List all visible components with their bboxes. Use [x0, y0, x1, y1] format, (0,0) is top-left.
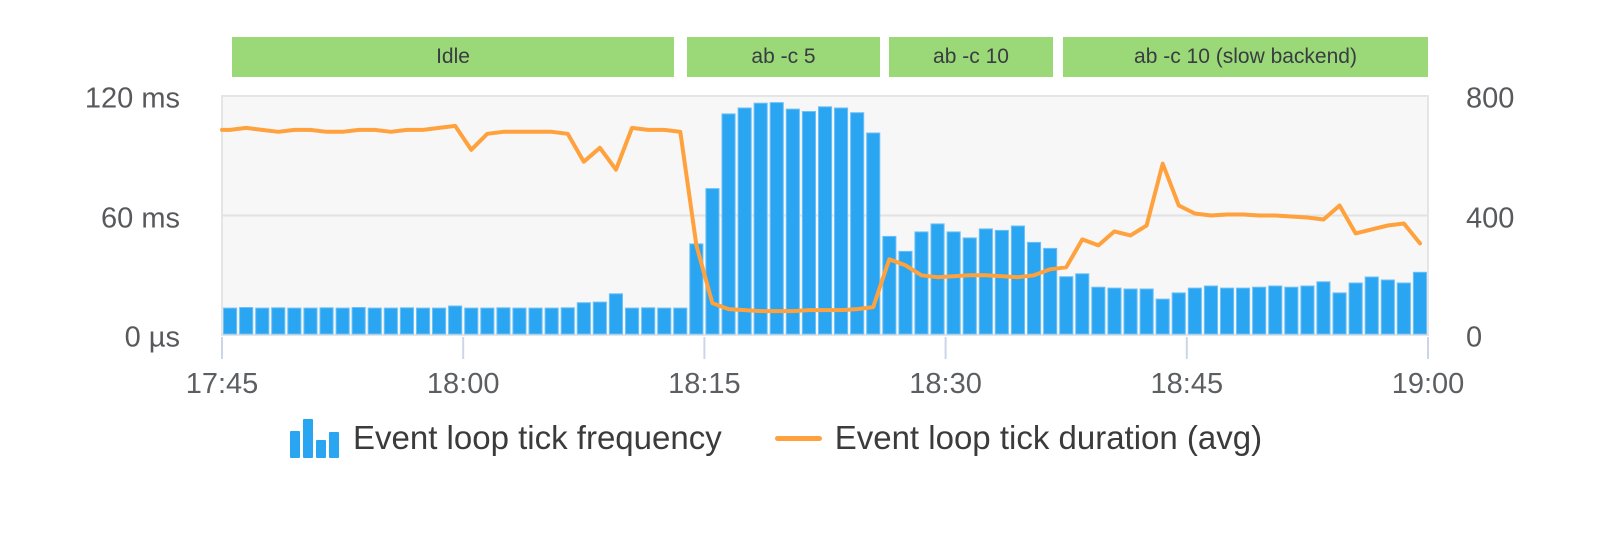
frequency-bar[interactable] — [1364, 276, 1379, 335]
frequency-bar[interactable] — [866, 132, 881, 335]
x-axis-label: 18:30 — [909, 368, 982, 400]
frequency-bar[interactable] — [625, 307, 640, 335]
frequency-bar[interactable] — [801, 111, 817, 335]
frequency-bar[interactable] — [528, 307, 543, 335]
frequency-bar[interactable] — [239, 307, 254, 335]
frequency-bar[interactable] — [1268, 285, 1283, 335]
right-axis-label: 800 — [1466, 82, 1515, 115]
bar-series-icon — [290, 418, 339, 458]
legend-label-frequency: Event loop tick frequency — [353, 419, 722, 456]
frequency-bar[interactable] — [898, 250, 913, 335]
frequency-bar[interactable] — [1091, 286, 1106, 335]
frequency-bar[interactable] — [1396, 282, 1411, 335]
legend-item-duration[interactable]: Event loop tick duration (avg) — [774, 419, 1263, 457]
frequency-bar[interactable] — [1075, 273, 1090, 335]
frequency-bar[interactable] — [544, 307, 559, 335]
frequency-bar[interactable] — [512, 307, 527, 335]
frequency-bar[interactable] — [432, 307, 447, 335]
frequency-bar[interactable] — [592, 301, 607, 335]
frequency-bar[interactable] — [560, 307, 575, 335]
frequency-bar[interactable] — [834, 107, 849, 335]
frequency-bar[interactable] — [705, 188, 720, 335]
frequency-bar[interactable] — [1139, 288, 1154, 335]
duration-line[interactable] — [220, 123, 1422, 314]
frequency-bar[interactable] — [673, 307, 688, 335]
frequency-bar[interactable] — [1203, 285, 1219, 335]
frequency-bar[interactable] — [496, 307, 511, 335]
line-series-icon — [774, 435, 822, 441]
legend-label-duration: Event loop tick duration (avg) — [834, 419, 1263, 456]
frequency-bar[interactable] — [303, 307, 318, 335]
frequency-bar[interactable] — [1348, 282, 1363, 335]
frequency-bar[interactable] — [1010, 225, 1026, 335]
frequency-bar[interactable] — [946, 231, 961, 335]
frequency-bar[interactable] — [785, 108, 800, 335]
annotation-band: ab -c 5 — [687, 37, 880, 77]
frequency-bar[interactable] — [351, 307, 366, 335]
frequency-bar[interactable] — [1316, 281, 1331, 335]
frequency-bar[interactable] — [576, 302, 591, 335]
frequency-bar[interactable] — [464, 307, 479, 335]
frequency-bar[interactable] — [319, 307, 334, 335]
frequency-bar[interactable] — [255, 307, 270, 335]
x-axis-label: 18:15 — [668, 368, 741, 400]
frequency-bar[interactable] — [416, 307, 431, 335]
frequency-bar[interactable] — [753, 102, 768, 335]
frequency-bar[interactable] — [721, 113, 736, 335]
chart-legend: Event loop tick frequency Event loop tic… — [290, 418, 1262, 458]
frequency-bar[interactable] — [1220, 287, 1235, 335]
frequency-bar[interactable] — [223, 307, 238, 335]
frequency-bar[interactable] — [962, 237, 977, 335]
frequency-bar[interactable] — [1059, 276, 1074, 335]
frequency-bar[interactable] — [448, 305, 463, 335]
frequency-bar[interactable] — [850, 112, 865, 335]
annotation-band: Idle — [232, 37, 674, 77]
frequency-bar[interactable] — [1252, 286, 1267, 335]
annotation-band: ab -c 10 — [889, 37, 1053, 77]
x-axis-label: 18:45 — [1150, 368, 1224, 400]
frequency-bar[interactable] — [657, 307, 672, 335]
frequency-bar[interactable] — [1284, 286, 1299, 335]
legend-item-frequency[interactable]: Event loop tick frequency — [290, 418, 722, 458]
frequency-bar[interactable] — [1236, 287, 1251, 335]
frequency-bar[interactable] — [769, 102, 784, 335]
x-axis-label: 19:00 — [1391, 368, 1465, 400]
frequency-bar[interactable] — [1412, 271, 1428, 335]
frequency-bar[interactable] — [480, 307, 495, 335]
frequency-bar[interactable] — [978, 228, 993, 335]
frequency-bar[interactable] — [737, 107, 752, 335]
frequency-bar[interactable] — [1332, 292, 1347, 335]
frequency-bar[interactable] — [1123, 288, 1138, 335]
annotation-band: ab -c 10 (slow backend) — [1063, 37, 1428, 77]
frequency-bar[interactable] — [367, 307, 382, 335]
left-axis-label: 60 ms — [101, 202, 180, 234]
frequency-bar[interactable] — [994, 229, 1009, 335]
frequency-bar[interactable] — [1027, 241, 1042, 335]
frequency-bar[interactable] — [287, 307, 302, 335]
frequency-bar[interactable] — [1171, 292, 1186, 335]
frequency-bar[interactable] — [641, 307, 656, 335]
x-axis-label: 18:00 — [426, 368, 500, 400]
left-axis-label: 120 ms — [84, 82, 180, 115]
frequency-bar[interactable] — [882, 235, 897, 335]
frequency-bar[interactable] — [1155, 298, 1170, 335]
frequency-bar[interactable] — [1300, 285, 1315, 335]
x-axis-label: 17:45 — [185, 368, 259, 400]
frequency-bar[interactable] — [399, 307, 414, 335]
right-axis-label: 400 — [1466, 202, 1515, 234]
frequency-bar[interactable] — [914, 231, 929, 335]
frequency-bar[interactable] — [1043, 247, 1058, 335]
frequency-bar[interactable] — [1380, 279, 1395, 335]
frequency-bar[interactable] — [818, 106, 833, 335]
frequency-bar[interactable] — [1187, 287, 1202, 335]
frequency-bar[interactable] — [1107, 287, 1122, 335]
frequency-bar[interactable] — [383, 307, 398, 335]
frequency-bar[interactable] — [608, 293, 624, 335]
frequency-bar[interactable] — [271, 307, 286, 335]
right-axis-label: 0 — [1466, 321, 1483, 354]
frequency-bar[interactable] — [335, 307, 350, 335]
left-axis-label: 0 µs — [124, 321, 180, 354]
